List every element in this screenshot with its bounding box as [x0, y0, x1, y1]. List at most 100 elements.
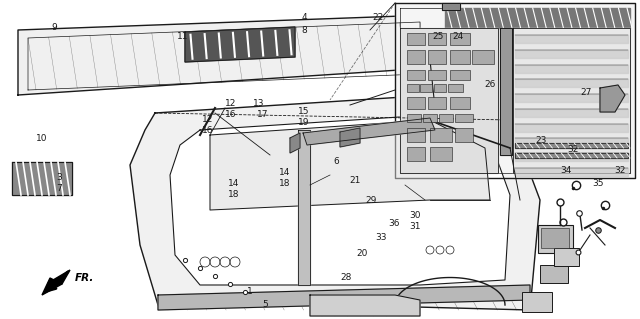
Text: 24: 24 [452, 32, 463, 41]
Bar [407, 84, 419, 92]
Bar [448, 84, 463, 92]
Bar [450, 50, 470, 64]
Polygon shape [515, 94, 628, 102]
Bar [430, 128, 452, 142]
Polygon shape [515, 153, 628, 161]
Bar [541, 228, 569, 248]
Text: 25: 25 [433, 32, 444, 41]
Bar [407, 97, 425, 109]
Polygon shape [515, 124, 628, 132]
Bar [554, 248, 579, 266]
Polygon shape [395, 3, 635, 178]
Bar [450, 70, 470, 80]
Text: 8: 8 [301, 26, 307, 35]
Text: 14: 14 [279, 168, 291, 177]
Text: 20: 20 [356, 249, 367, 258]
Bar [450, 97, 470, 109]
Text: 26: 26 [484, 80, 495, 89]
Polygon shape [298, 130, 310, 285]
Text: 12: 12 [202, 115, 214, 124]
Text: 30: 30 [409, 211, 420, 220]
Text: 18: 18 [228, 190, 239, 199]
Polygon shape [600, 85, 625, 112]
Text: 16: 16 [202, 126, 214, 135]
Bar [423, 114, 437, 122]
Bar [455, 114, 473, 122]
Text: 32: 32 [614, 166, 625, 175]
Bar [428, 50, 446, 64]
Polygon shape [303, 118, 435, 145]
Polygon shape [515, 168, 628, 176]
Polygon shape [290, 133, 300, 153]
Bar [439, 114, 453, 122]
Polygon shape [515, 35, 628, 43]
Text: 34: 34 [561, 166, 572, 175]
Polygon shape [445, 8, 630, 28]
Polygon shape [515, 153, 628, 158]
Polygon shape [210, 120, 490, 210]
Polygon shape [170, 115, 510, 285]
Text: 4: 4 [301, 13, 307, 22]
Text: 31: 31 [409, 222, 420, 231]
Polygon shape [515, 79, 628, 87]
Text: 1: 1 [247, 287, 252, 296]
Text: 14: 14 [228, 179, 239, 188]
Bar [540, 265, 568, 283]
Text: 16: 16 [225, 110, 236, 119]
Polygon shape [158, 285, 530, 310]
Polygon shape [515, 143, 628, 148]
Polygon shape [400, 28, 498, 173]
Polygon shape [513, 28, 630, 173]
Polygon shape [12, 162, 72, 195]
Polygon shape [515, 138, 628, 146]
Bar [420, 84, 432, 92]
Polygon shape [185, 27, 295, 62]
Text: 33: 33 [375, 233, 387, 242]
Text: FR.: FR. [75, 273, 94, 283]
Bar [472, 50, 494, 64]
Polygon shape [42, 278, 62, 295]
Bar [428, 70, 446, 80]
Bar [455, 128, 473, 142]
Bar [407, 50, 425, 64]
Text: 21: 21 [349, 176, 361, 185]
Text: 7: 7 [56, 184, 61, 193]
Polygon shape [130, 95, 540, 310]
Polygon shape [48, 270, 70, 284]
Bar [407, 33, 425, 45]
Polygon shape [442, 3, 460, 10]
Text: 9: 9 [52, 23, 57, 32]
Polygon shape [18, 15, 430, 95]
Text: 5: 5 [263, 300, 268, 309]
Polygon shape [340, 128, 360, 147]
Text: 32: 32 [567, 145, 579, 154]
Text: 18: 18 [279, 179, 291, 188]
Bar [434, 84, 446, 92]
Text: 19: 19 [298, 118, 310, 127]
Bar [538, 225, 573, 253]
Text: 36: 36 [388, 219, 399, 228]
Text: 23: 23 [535, 136, 547, 145]
Bar [407, 128, 425, 142]
Polygon shape [515, 50, 628, 58]
Polygon shape [310, 295, 420, 316]
Polygon shape [515, 109, 628, 117]
Text: 22: 22 [372, 13, 383, 22]
Text: 3: 3 [56, 173, 61, 182]
Bar [428, 97, 446, 109]
Bar [450, 33, 470, 45]
Text: 10: 10 [36, 134, 47, 143]
Polygon shape [500, 28, 512, 155]
Text: 17: 17 [257, 110, 268, 119]
Text: 35: 35 [593, 179, 604, 188]
Text: 11: 11 [177, 32, 188, 41]
Text: 12: 12 [225, 99, 236, 108]
Text: 15: 15 [298, 107, 310, 116]
Bar [428, 33, 446, 45]
Bar [522, 292, 552, 312]
Text: 27: 27 [580, 88, 591, 97]
Text: 29: 29 [365, 197, 377, 205]
Bar [407, 114, 421, 122]
Bar [407, 70, 425, 80]
Text: 6: 6 [333, 157, 339, 166]
